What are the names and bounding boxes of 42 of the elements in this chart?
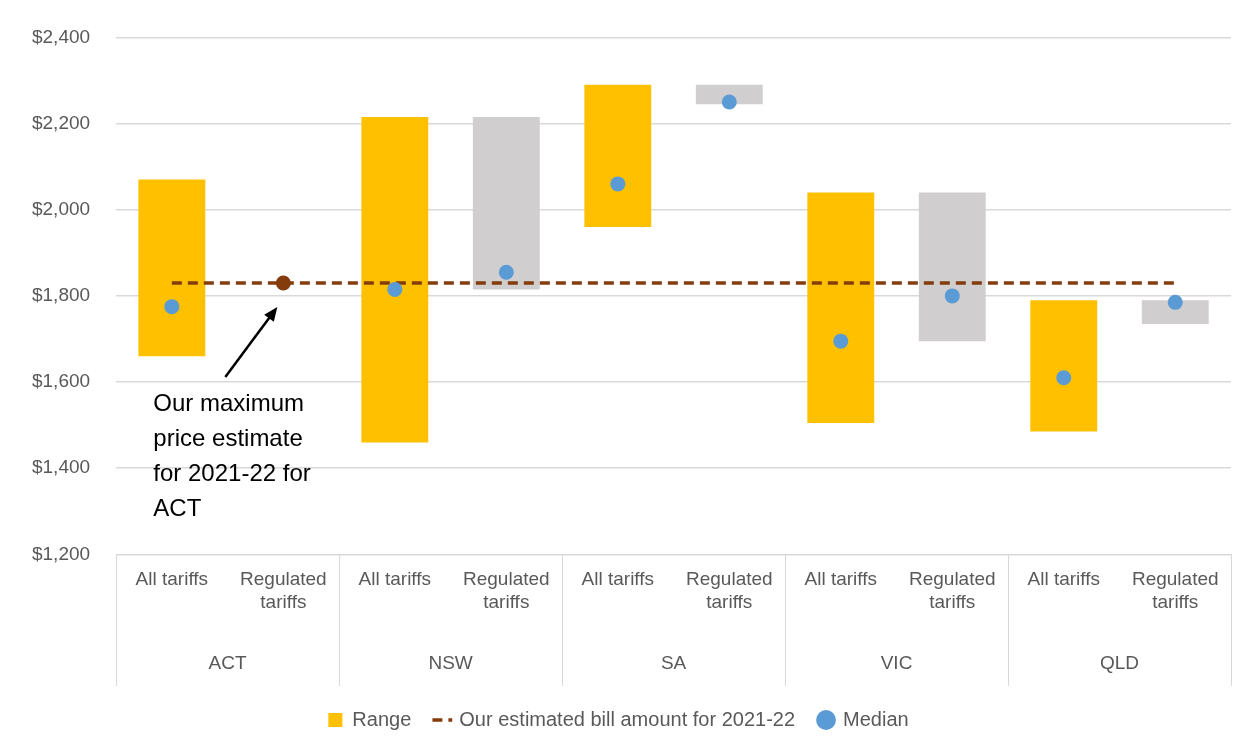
point (1056, 370, 1072, 386)
y-tick-label: $1,600 (31, 370, 91, 392)
text: VIC (880, 652, 913, 674)
x-tick-label: Regulated tariffs (240, 568, 327, 612)
legend-label: Our estimated bill amount for 2021-22 (459, 707, 796, 730)
point (164, 299, 180, 315)
x-tick-label: All tariffs (1027, 568, 1101, 590)
y-tick-label: $1,200 (31, 542, 91, 564)
point (610, 176, 626, 192)
point (1167, 294, 1183, 310)
text: NSW (428, 652, 473, 674)
point (944, 288, 960, 304)
bar (584, 84, 652, 227)
bar (138, 179, 206, 357)
point (387, 281, 403, 297)
point (833, 333, 849, 349)
x-tick-label: All tariffs (358, 568, 432, 590)
y-tick-label: $2,000 (31, 197, 91, 219)
x-tick-label: Regulated tariffs (685, 568, 773, 612)
bar (1141, 300, 1209, 324)
x-tick-label: Regulated tariffs (463, 568, 550, 612)
point (721, 94, 737, 110)
bar (1030, 300, 1098, 432)
x-tick-label: All tariffs (581, 568, 655, 590)
x-tick-label: Regulated tariffs (908, 568, 996, 612)
point (275, 275, 291, 291)
legend-label: Median (843, 707, 909, 730)
bar (807, 192, 875, 423)
bar (361, 117, 429, 443)
text: SA (660, 652, 687, 674)
y-tick-label: $1,800 (31, 284, 91, 306)
point (498, 264, 514, 280)
y-tick-label: $2,400 (31, 25, 91, 47)
legend-label: Range (352, 707, 412, 730)
text: QLD (1099, 652, 1140, 674)
annotation: Our maximum price estimate for 2021-22 for ACT (153, 388, 311, 521)
x-tick-label: Regulated tariffs (1131, 568, 1219, 612)
text: ACT (208, 652, 247, 674)
x-tick-label: All tariffs (135, 568, 209, 590)
y-tick-label: $1,400 (31, 456, 91, 478)
y-tick-label: $2,200 (31, 111, 91, 133)
x-tick-label: All tariffs (804, 568, 878, 590)
